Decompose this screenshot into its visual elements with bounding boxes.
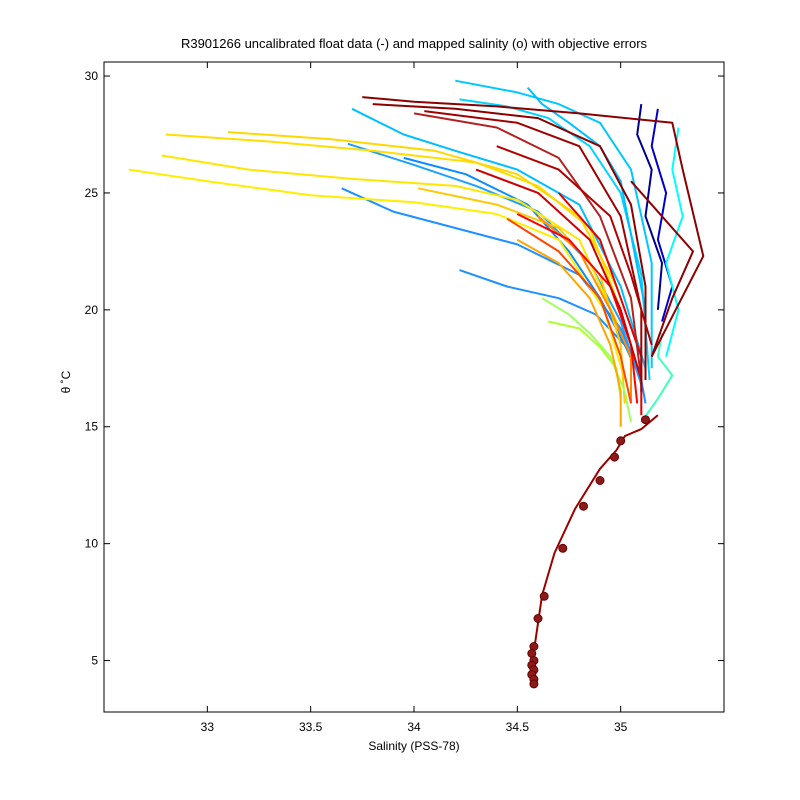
profile-line-31	[630, 180, 694, 357]
mapped-salinity-marker-4	[595, 476, 605, 485]
profile-line-7	[526, 87, 647, 310]
profile-line-3	[347, 142, 643, 386]
mapped-salinity-marker-2	[616, 436, 626, 446]
profile-line-4	[351, 107, 647, 369]
mapped-salinity-marker-1	[641, 415, 650, 425]
x-tick-label-4: 34.5	[506, 720, 530, 734]
profile-line-20	[516, 238, 622, 427]
profile-line-12	[128, 168, 626, 381]
profile-line-32	[532, 414, 659, 680]
profile-line-15	[227, 131, 618, 287]
chart-title: R3901266 uncalibrated float data (-) and…	[180, 36, 648, 51]
mapped-salinity-markers	[527, 415, 650, 689]
profile-line-27	[362, 96, 705, 358]
x-axis-label: Salinity (PSS-78)	[368, 739, 460, 753]
y-tick-label-1: 5	[91, 654, 98, 668]
profile-line-5	[455, 79, 653, 369]
profile-line-29	[424, 110, 643, 392]
profile-line-13	[161, 154, 618, 322]
x-tick-label-5: 35	[614, 720, 628, 734]
tick-layer: 33 33.5 34 34.5 35 5 10 15 20 25 30	[85, 62, 724, 734]
profile-line-25	[475, 168, 643, 381]
y-axis-label: θ ˚C	[59, 370, 73, 394]
series-layer	[128, 79, 705, 680]
y-tick-label-6: 30	[85, 69, 99, 83]
profile-line-2	[341, 187, 643, 376]
mapped-salinity-marker-8	[533, 614, 543, 623]
y-tick-label-4: 20	[85, 303, 99, 317]
y-tick-label-3: 15	[85, 420, 99, 434]
x-tick-label-3: 34	[407, 720, 421, 734]
profile-line-11	[665, 127, 684, 357]
mapped-salinity-marker-16	[529, 679, 539, 689]
y-tick-label-2: 10	[85, 537, 99, 551]
x-tick-label-1: 33	[201, 720, 215, 734]
profile-line-19	[640, 333, 674, 423]
profile-line-9	[636, 103, 663, 310]
profile-line-22	[506, 217, 632, 404]
profile-line-17	[541, 297, 632, 423]
mapped-salinity-marker-3	[610, 452, 619, 462]
x-tick-label-2: 33.5	[299, 720, 323, 734]
y-tick-label-5: 25	[85, 186, 99, 200]
profile-line-21	[537, 215, 632, 404]
profile-line-8	[403, 156, 632, 358]
mapped-salinity-marker-6	[558, 543, 568, 553]
profile-line-28	[372, 103, 647, 380]
profile-line-30	[496, 145, 653, 346]
mapped-salinity-marker-7	[539, 591, 549, 601]
mapped-salinity-marker-5	[579, 501, 588, 511]
